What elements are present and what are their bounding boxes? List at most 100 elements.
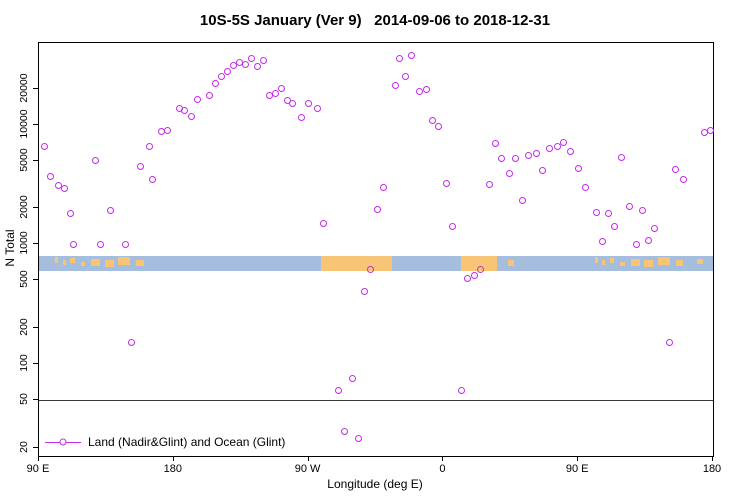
data-point <box>679 175 687 183</box>
land-segment <box>675 260 684 266</box>
land-segment <box>657 257 670 265</box>
x-tick-label: 180 <box>702 463 722 475</box>
data-point <box>582 183 590 191</box>
land-segment <box>118 257 131 265</box>
data-point <box>448 223 456 231</box>
data-point <box>146 143 154 151</box>
land-segment <box>136 260 144 266</box>
data-point <box>391 81 399 89</box>
y-tick-label: 20000 <box>18 72 30 103</box>
x-axis-tick <box>172 456 174 461</box>
data-point <box>194 95 202 103</box>
y-axis-tick <box>33 207 38 209</box>
x-axis-tick <box>307 456 309 461</box>
data-point <box>66 210 74 218</box>
data-point <box>633 240 641 248</box>
data-point <box>604 210 612 218</box>
x-tick-label: 90 E <box>565 463 589 475</box>
land-segment <box>70 258 75 264</box>
data-point <box>164 127 172 135</box>
data-point <box>320 219 328 227</box>
data-point <box>69 241 77 249</box>
reference-line <box>39 399 713 401</box>
data-point <box>218 72 226 80</box>
y-axis-tick <box>33 326 38 328</box>
data-point <box>519 197 527 205</box>
data-point <box>486 181 494 189</box>
data-point <box>206 91 214 99</box>
y-tick-label: 5000 <box>18 147 30 172</box>
y-axis-tick <box>33 398 38 400</box>
y-tick-label: 2000 <box>18 195 30 219</box>
data-point <box>341 428 349 436</box>
data-point <box>149 175 157 183</box>
y-axis-tick <box>33 123 38 125</box>
data-point <box>645 236 653 244</box>
y-tick-label: 1000 <box>18 231 30 255</box>
x-tick-label: 90 E <box>26 463 50 475</box>
land-segment <box>630 258 640 266</box>
data-point <box>553 142 561 150</box>
data-point <box>559 138 567 146</box>
x-axis-tick <box>712 456 713 461</box>
data-point <box>567 147 575 155</box>
data-point <box>396 54 404 62</box>
data-point <box>254 63 262 71</box>
data-point <box>305 99 313 107</box>
y-axis-label: N Total <box>3 229 17 267</box>
land-segment <box>62 260 66 265</box>
data-point <box>379 183 387 191</box>
data-point <box>122 240 130 248</box>
data-point <box>618 154 626 162</box>
data-point <box>429 117 437 125</box>
data-point <box>463 274 471 282</box>
data-point <box>47 172 55 180</box>
data-point <box>471 271 479 279</box>
data-point <box>592 208 600 216</box>
land-segment <box>609 258 615 264</box>
data-point <box>442 180 450 188</box>
legend-marker-icon <box>45 438 81 447</box>
data-point <box>532 150 540 158</box>
y-axis-tick <box>33 159 38 161</box>
data-point <box>41 143 49 151</box>
data-point <box>60 185 68 193</box>
x-axis-tick <box>38 456 39 461</box>
legend-label: Land (Nadir&Glint) and Ocean (Glint) <box>88 435 286 449</box>
scatter-points <box>39 43 714 456</box>
data-point <box>574 164 582 172</box>
data-point <box>639 207 647 215</box>
y-tick-label: 20 <box>18 440 30 453</box>
land-segment <box>55 257 59 263</box>
data-point <box>260 56 268 64</box>
land-segment <box>602 260 606 265</box>
y-axis-tick <box>33 87 38 89</box>
land-segment <box>80 261 86 267</box>
data-point <box>348 375 356 383</box>
data-point <box>402 72 410 80</box>
y-axis-tick <box>33 279 38 281</box>
data-point <box>598 238 606 246</box>
data-point <box>288 99 296 107</box>
data-point <box>314 105 322 113</box>
data-point <box>366 265 374 273</box>
data-point <box>248 54 256 62</box>
data-point <box>212 80 220 88</box>
data-point <box>92 157 100 165</box>
data-point <box>457 386 465 394</box>
x-tick-label: 180 <box>163 463 182 475</box>
y-tick-label: 10000 <box>18 108 30 139</box>
data-point <box>137 162 145 170</box>
data-point <box>666 339 674 347</box>
data-point <box>180 106 188 114</box>
data-point <box>278 85 286 92</box>
land-segment <box>91 258 101 266</box>
data-point <box>224 67 232 75</box>
data-point <box>408 51 416 59</box>
y-tick-label: 100 <box>18 354 30 372</box>
x-tick-label: 90 W <box>294 463 321 475</box>
data-point <box>525 152 533 160</box>
data-point <box>435 123 443 131</box>
data-point <box>242 60 250 68</box>
